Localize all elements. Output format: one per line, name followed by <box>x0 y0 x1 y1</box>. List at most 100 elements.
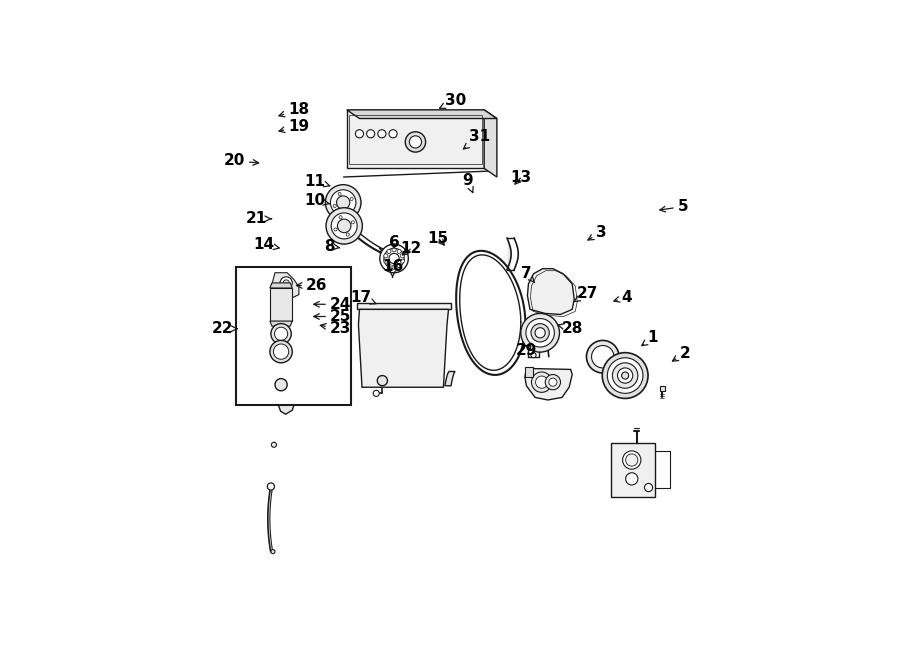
Circle shape <box>333 204 337 208</box>
Circle shape <box>389 130 397 138</box>
Circle shape <box>338 192 341 196</box>
Polygon shape <box>445 371 455 386</box>
Circle shape <box>392 265 396 269</box>
Text: 31: 31 <box>464 129 490 149</box>
Text: 7: 7 <box>521 266 535 282</box>
Circle shape <box>275 379 287 391</box>
Circle shape <box>380 244 409 273</box>
Circle shape <box>384 249 404 268</box>
Polygon shape <box>343 171 493 177</box>
Circle shape <box>608 358 643 393</box>
Circle shape <box>271 324 292 344</box>
Polygon shape <box>346 110 497 118</box>
Bar <box>270 288 292 321</box>
Circle shape <box>356 130 364 138</box>
Text: 10: 10 <box>304 193 329 208</box>
Circle shape <box>626 454 638 466</box>
Polygon shape <box>611 444 654 496</box>
Circle shape <box>331 213 357 239</box>
Text: 2: 2 <box>672 346 690 361</box>
Text: 22: 22 <box>212 321 238 336</box>
Bar <box>357 303 451 309</box>
Circle shape <box>622 372 629 379</box>
Circle shape <box>531 324 549 342</box>
Text: 1: 1 <box>642 330 658 346</box>
Circle shape <box>443 351 444 352</box>
Text: 28: 28 <box>557 321 583 336</box>
Circle shape <box>383 254 388 258</box>
Text: 4: 4 <box>614 290 632 305</box>
Text: 15: 15 <box>428 231 449 246</box>
Polygon shape <box>525 367 533 377</box>
Circle shape <box>346 233 349 236</box>
Text: 23: 23 <box>320 321 351 336</box>
Circle shape <box>612 363 638 388</box>
Circle shape <box>270 340 292 363</box>
Circle shape <box>387 249 391 254</box>
Circle shape <box>378 130 386 138</box>
Circle shape <box>536 376 548 388</box>
Circle shape <box>591 346 614 368</box>
Circle shape <box>545 375 561 390</box>
Text: 11: 11 <box>304 174 329 188</box>
Text: 14: 14 <box>253 237 279 253</box>
Text: 26: 26 <box>296 278 327 293</box>
Circle shape <box>274 327 288 340</box>
Circle shape <box>387 264 391 268</box>
Polygon shape <box>270 321 292 326</box>
Circle shape <box>626 473 638 485</box>
Circle shape <box>521 313 560 352</box>
Circle shape <box>377 375 387 386</box>
Text: 20: 20 <box>224 153 258 169</box>
Polygon shape <box>278 397 294 414</box>
Circle shape <box>397 249 401 254</box>
Circle shape <box>532 372 552 393</box>
Text: 18: 18 <box>279 102 309 118</box>
Text: 12: 12 <box>400 241 422 256</box>
Circle shape <box>267 483 274 490</box>
Circle shape <box>397 264 401 268</box>
Circle shape <box>337 196 350 209</box>
Circle shape <box>366 130 374 138</box>
Circle shape <box>374 390 379 397</box>
Circle shape <box>644 483 652 492</box>
Circle shape <box>339 215 342 219</box>
Polygon shape <box>358 309 448 387</box>
Text: 8: 8 <box>325 239 339 254</box>
Text: 6: 6 <box>389 235 400 250</box>
Text: 19: 19 <box>279 118 309 134</box>
Circle shape <box>623 451 641 469</box>
Text: 17: 17 <box>350 290 376 305</box>
Polygon shape <box>346 110 484 169</box>
Circle shape <box>392 248 396 252</box>
Circle shape <box>410 136 421 148</box>
Circle shape <box>280 277 292 289</box>
Circle shape <box>350 198 353 200</box>
Polygon shape <box>660 386 665 391</box>
Circle shape <box>549 378 557 386</box>
Polygon shape <box>272 273 299 298</box>
Circle shape <box>351 221 355 224</box>
Text: 3: 3 <box>588 225 607 240</box>
Circle shape <box>326 184 361 220</box>
Circle shape <box>602 352 648 399</box>
Circle shape <box>400 259 404 263</box>
Text: 13: 13 <box>510 169 532 184</box>
Text: 24: 24 <box>314 297 351 312</box>
Circle shape <box>526 319 554 347</box>
Text: 5: 5 <box>660 199 688 214</box>
Polygon shape <box>270 283 292 288</box>
Circle shape <box>274 344 289 360</box>
Circle shape <box>330 190 356 215</box>
Bar <box>237 266 351 405</box>
Circle shape <box>284 280 289 286</box>
Circle shape <box>338 219 351 233</box>
Circle shape <box>345 210 348 212</box>
Polygon shape <box>525 368 572 400</box>
Circle shape <box>326 208 363 244</box>
Circle shape <box>587 340 619 373</box>
Text: 21: 21 <box>246 212 272 226</box>
Circle shape <box>272 442 276 447</box>
Circle shape <box>334 228 338 231</box>
Circle shape <box>383 259 388 263</box>
